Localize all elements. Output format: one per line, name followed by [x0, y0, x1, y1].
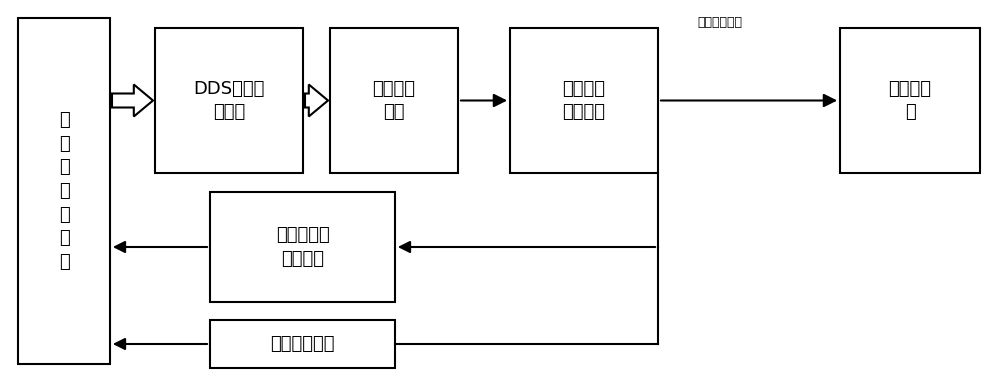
Bar — [330, 28, 458, 173]
Text: DDS信号生
成模块: DDS信号生 成模块 — [193, 80, 265, 121]
Bar — [840, 28, 980, 173]
Text: 功率放大
模块: 功率放大 模块 — [373, 80, 416, 121]
Polygon shape — [112, 84, 153, 117]
Text: 信号采集与
控制模块: 信号采集与 控制模块 — [276, 226, 329, 268]
Bar — [510, 28, 658, 173]
Bar — [155, 28, 303, 173]
Text: 保护电路模块: 保护电路模块 — [270, 335, 335, 353]
Text: 超声换能
器: 超声换能 器 — [889, 80, 932, 121]
Bar — [210, 192, 395, 302]
Text: 非接触式传输: 非接触式传输 — [698, 16, 742, 29]
Bar — [210, 320, 395, 368]
Polygon shape — [305, 84, 328, 117]
Bar — [18, 18, 110, 364]
Text: 高
速
单
片
机
模
块: 高 速 单 片 机 模 块 — [59, 111, 69, 271]
Text: 阻抗动态
匹配模块: 阻抗动态 匹配模块 — [562, 80, 606, 121]
